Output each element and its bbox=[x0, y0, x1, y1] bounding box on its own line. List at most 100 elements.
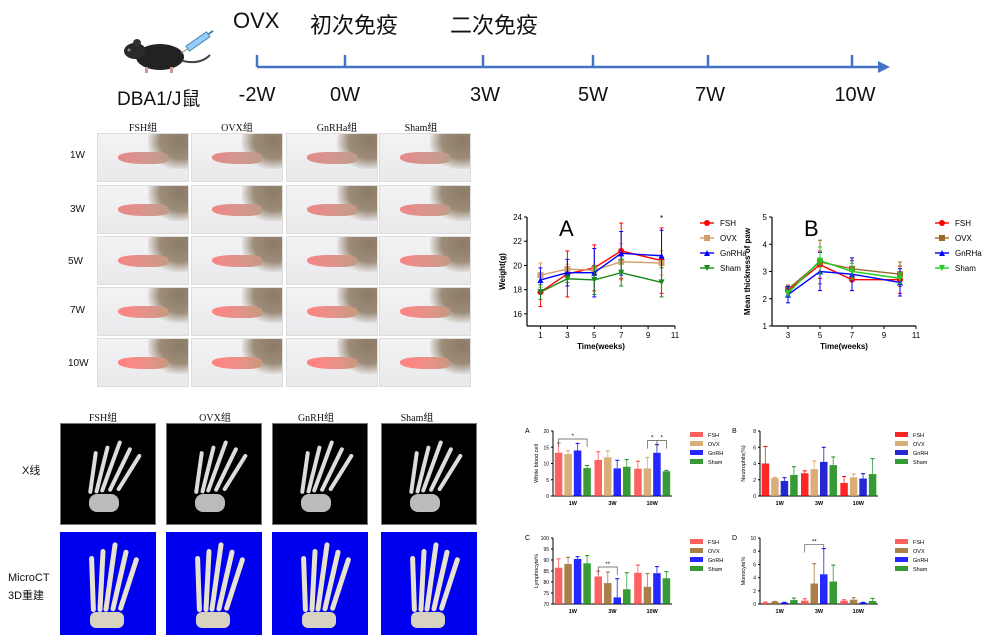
legend-swatch bbox=[895, 566, 908, 571]
paw-photo bbox=[286, 236, 378, 285]
y-axis-label: Neutrophils(%) bbox=[741, 445, 747, 482]
paw-photo bbox=[97, 287, 189, 336]
legend-label: GnRH bbox=[708, 558, 723, 564]
bar bbox=[604, 583, 612, 604]
legend-label: OVX bbox=[708, 442, 720, 448]
y-tick-label: 0 bbox=[753, 494, 756, 500]
y-axis-label: Mean thickness of paw bbox=[743, 227, 752, 315]
bar-chart-A: 0 5 10 15 20 White blood cell A 1W 3W 10W * * * FSH OV… bbox=[525, 428, 723, 507]
panel-letter: A bbox=[559, 216, 574, 241]
x-tick-label: 10W bbox=[853, 501, 865, 507]
paw-photo bbox=[379, 338, 471, 387]
data-point bbox=[658, 279, 665, 286]
y-tick-label: 3 bbox=[763, 268, 768, 277]
bar bbox=[829, 465, 837, 496]
x-tick-label: 7 bbox=[619, 331, 624, 340]
legend-label: FSH bbox=[955, 219, 971, 228]
line-chart-B: 1 2 3 4 5 3 5 7 9 11 Time(weeks) Mean thickness of … bbox=[743, 213, 982, 351]
subject-label: DBA1/J鼠 bbox=[117, 89, 201, 110]
bar bbox=[780, 480, 789, 496]
row-label: 7W bbox=[70, 305, 85, 316]
legend-label: FSH bbox=[708, 540, 719, 546]
bar bbox=[820, 574, 828, 604]
paw-photo bbox=[191, 236, 283, 285]
panel-letter: D bbox=[732, 535, 737, 542]
y-tick-label: 24 bbox=[513, 213, 522, 222]
legend-label: FSH bbox=[720, 219, 736, 228]
significance-bracket bbox=[804, 544, 825, 553]
legend-swatch bbox=[895, 539, 908, 544]
xray-image bbox=[166, 423, 262, 525]
legend-marker bbox=[704, 250, 710, 256]
bar bbox=[790, 600, 798, 604]
column-header: GnRH组 bbox=[297, 413, 335, 424]
y-tick-label: 85 bbox=[543, 569, 549, 575]
panel-letter: B bbox=[804, 216, 819, 241]
x-axis-label: Time(weeks) bbox=[820, 342, 868, 351]
x-tick-label: 3W bbox=[608, 501, 617, 507]
bar bbox=[613, 468, 621, 496]
bar bbox=[554, 567, 563, 604]
legend-label: Sham bbox=[955, 264, 976, 273]
xray-image bbox=[381, 423, 477, 525]
y-tick-label: 6 bbox=[753, 562, 756, 568]
x-tick-label: 5 bbox=[592, 331, 597, 340]
y-tick-label: 4 bbox=[763, 240, 768, 249]
paw-photo bbox=[286, 338, 378, 387]
significance-mark: * bbox=[651, 436, 654, 442]
bar bbox=[573, 558, 582, 604]
tick-label: 10W bbox=[834, 84, 876, 106]
legend-label: FSH bbox=[913, 540, 924, 546]
series-line-Sham bbox=[787, 259, 901, 294]
paw-photo bbox=[379, 236, 471, 285]
x-tick-label: 1W bbox=[569, 609, 578, 615]
bar bbox=[564, 563, 572, 604]
legend-label: OVX bbox=[913, 549, 925, 555]
bar bbox=[653, 452, 661, 496]
data-point bbox=[817, 257, 823, 264]
bar bbox=[643, 468, 652, 496]
y-tick-label: 20 bbox=[513, 261, 522, 270]
legend-label: Sham bbox=[720, 264, 741, 273]
legend-label: Sham bbox=[913, 460, 928, 466]
legend-label: GnRHa bbox=[955, 249, 982, 258]
tick-label: 5W bbox=[578, 84, 608, 106]
legend-swatch bbox=[895, 557, 908, 562]
bar bbox=[771, 478, 779, 496]
legend-swatch bbox=[895, 432, 908, 437]
y-tick-label: 2 bbox=[753, 589, 756, 595]
legend-label: GnRH bbox=[913, 558, 928, 564]
tick-label: 0W bbox=[330, 84, 360, 106]
paw-photo bbox=[191, 338, 283, 387]
y-axis-label: Monocyte% bbox=[741, 557, 747, 586]
legend-label: OVX bbox=[955, 234, 973, 243]
bar bbox=[801, 600, 809, 604]
y-axis-label: Weight(g) bbox=[498, 253, 507, 290]
bar bbox=[564, 454, 572, 496]
paw-photo bbox=[191, 185, 283, 234]
paw-photo bbox=[286, 133, 378, 182]
bar bbox=[573, 450, 582, 496]
bar bbox=[810, 469, 818, 496]
legend-label: GnRHa bbox=[720, 249, 747, 258]
legend-label: GnRH bbox=[913, 451, 928, 457]
tick-label: -2W bbox=[238, 84, 276, 106]
y-tick-label: 95 bbox=[543, 547, 549, 553]
significance-bracket bbox=[597, 566, 618, 575]
y-tick-label: 8 bbox=[753, 429, 756, 435]
bar bbox=[583, 468, 591, 496]
column-header: OVX组 bbox=[221, 123, 253, 134]
y-tick-label: 10 bbox=[543, 462, 549, 468]
legend-label: OVX bbox=[720, 234, 738, 243]
bar bbox=[554, 452, 563, 496]
x-axis-label: Time(weeks) bbox=[577, 342, 625, 351]
syringe-icon bbox=[180, 30, 214, 54]
legend-label: Sham bbox=[708, 567, 723, 573]
x-tick-label: 11 bbox=[912, 331, 921, 340]
y-tick-label: 16 bbox=[513, 310, 522, 319]
paw-photo bbox=[379, 287, 471, 336]
row-label-3d: 3D重建 bbox=[8, 590, 45, 602]
legend-label: FSH bbox=[708, 433, 719, 439]
y-tick-label: 6 bbox=[753, 445, 756, 451]
paw-photo bbox=[379, 185, 471, 234]
